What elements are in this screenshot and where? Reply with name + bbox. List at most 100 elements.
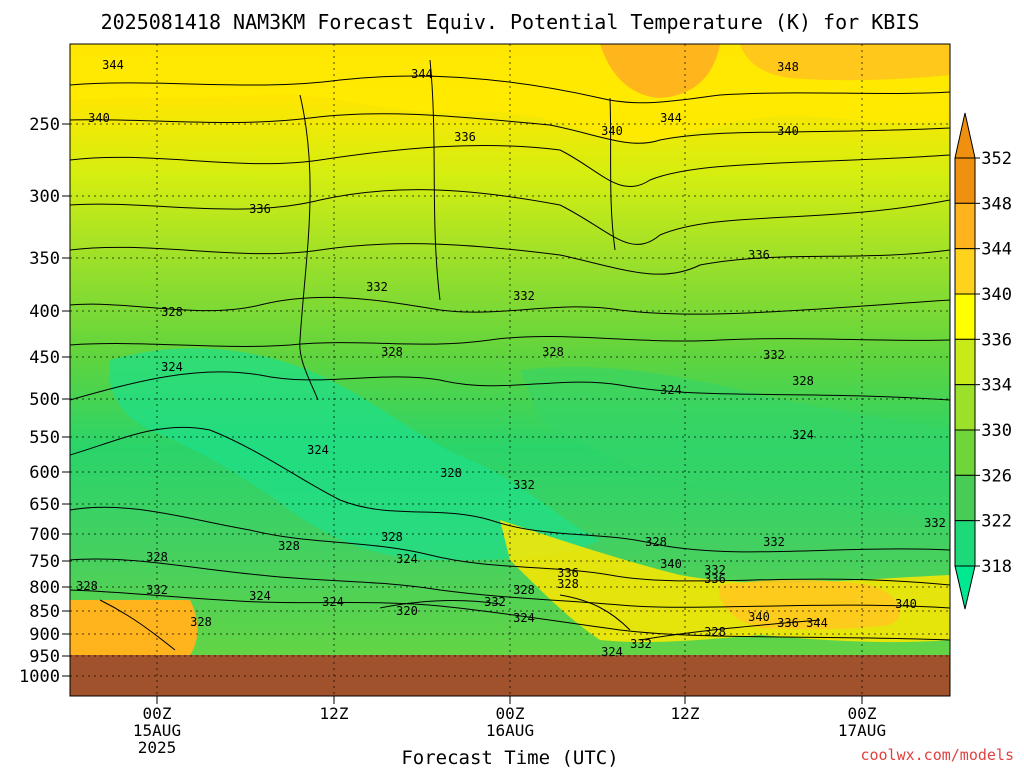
contour-value-label: 332: [513, 478, 535, 492]
y-tick-label: 850: [29, 602, 60, 622]
contour-value-label: 332: [366, 280, 388, 294]
y-tick-label: 950: [29, 647, 60, 667]
contour-value-label: 336: [704, 572, 726, 586]
contour-value-label: 328: [557, 577, 579, 591]
colorbar-segment: [954, 338, 976, 386]
contour-value-label: 332: [763, 535, 785, 549]
contour-value-label: 336: [454, 130, 476, 144]
colorbar-segment: [954, 384, 976, 431]
contour-value-label: 328: [146, 550, 168, 564]
contour-value-label: 324: [601, 645, 623, 659]
contour-value-label: 344: [660, 111, 682, 125]
contour-value-label: 336: [557, 566, 579, 580]
colorbar-segment: [954, 293, 976, 340]
contour-value-label: 340: [660, 557, 682, 571]
cool-pocket-mid: [109, 348, 601, 560]
contour-value-label: 340: [895, 597, 917, 611]
x-tick-label: 00Z: [496, 704, 525, 723]
colorbar-segment: [954, 202, 976, 250]
contour-value-label: 348: [777, 60, 799, 74]
y-tick-label: 350: [29, 249, 60, 269]
colorbar-label: 326: [981, 466, 1012, 486]
contour-value-label: 332: [704, 563, 726, 577]
contour-value-label: 328: [381, 530, 403, 544]
colorbar-label: 322: [981, 512, 1012, 532]
x-tick-label: 00Z: [848, 704, 877, 723]
contour-value-label: 340: [601, 124, 623, 138]
colorbar-label: 344: [981, 240, 1012, 260]
contour-value-label: 324: [792, 428, 814, 442]
contour-value-label: 328: [513, 583, 535, 597]
contour-value-label: 324: [513, 611, 535, 625]
y-tick-label: 650: [29, 495, 60, 515]
x-tick-label: 2025: [138, 738, 177, 757]
x-tick-label: 15AUG: [133, 721, 181, 740]
colorbar-segment: [954, 520, 976, 567]
y-axis: 250 300 350 400 450 500 550 600 650 700 750 800 850 9…: [19, 115, 70, 687]
colorbar-segment: [954, 157, 976, 204]
contour-value-label: 328: [381, 345, 403, 359]
x-tick-label: 00Z: [143, 704, 172, 723]
x-tick-label: 12Z: [320, 704, 349, 723]
credit-link[interactable]: coolwx.com/models: [860, 746, 1014, 764]
contour-value-label: 324: [660, 383, 682, 397]
contour-value-label: 332: [924, 516, 946, 530]
hot-pocket-top: [600, 44, 720, 98]
contour-value-label: 328: [645, 535, 667, 549]
cool-pocket-mid-right: [520, 366, 950, 520]
contour-value-label: 320: [396, 604, 418, 618]
contour-value-label: 328: [542, 345, 564, 359]
contour-value-label: 332: [146, 583, 168, 597]
contour-value-label: 332: [513, 289, 535, 303]
y-tick-label: 400: [29, 302, 60, 322]
colorbar-segment: [954, 429, 976, 476]
y-tick-label: 300: [29, 187, 60, 207]
contour-value-label: 328: [792, 374, 814, 388]
colorbar-label: 336: [981, 330, 1012, 350]
hot-pocket-top-right: [740, 44, 950, 81]
contour-value-label: 336: [777, 616, 799, 630]
x-tick-label: 17AUG: [838, 721, 886, 740]
contour-value-label: 328: [76, 579, 98, 593]
contour-value-label: 324: [307, 443, 329, 457]
contour-value-label: 328: [704, 625, 726, 639]
contour-value-label: 328: [278, 539, 300, 553]
contour-value-label: 344: [102, 58, 124, 72]
colorbar-bottom-arrow: [954, 565, 976, 610]
contour-value-label: 336: [249, 202, 271, 216]
colorbar-label: 318: [981, 557, 1012, 577]
contour-value-label: 324: [249, 589, 271, 603]
x-tick-label: 12Z: [671, 704, 700, 723]
x-tick-label: 16AUG: [486, 721, 534, 740]
contour-value-label: 340: [748, 610, 770, 624]
contour-value-label: 340: [88, 111, 110, 125]
contour-value-label: 328: [190, 615, 212, 629]
y-tick-label: 750: [29, 552, 60, 572]
contour-value-label: 332: [763, 348, 785, 362]
y-tick-label: 700: [29, 525, 60, 545]
y-tick-label: 450: [29, 348, 60, 368]
colorbar-label: 352: [981, 149, 1012, 169]
chart-title: 2025081418 NAM3KM Forecast Equiv. Potent…: [101, 10, 920, 34]
colorbar-top-arrow: [954, 112, 976, 159]
warm-pool-left: [70, 600, 198, 655]
colorbar-segment: [954, 248, 976, 295]
y-tick-label: 1000: [19, 667, 60, 687]
contour-value-label: 324: [396, 552, 418, 566]
contour-value-label: 324: [161, 360, 183, 374]
contour-value-label: 340: [777, 124, 799, 138]
y-tick-label: 550: [29, 428, 60, 448]
contour-value-label: 332: [630, 637, 652, 651]
contour-value-label: 328: [161, 305, 183, 319]
contour-lines: [70, 59, 950, 651]
colorbar-label: 330: [981, 421, 1012, 441]
contour-value-label: 336: [748, 248, 770, 262]
contour-value-label: 324: [322, 595, 344, 609]
colorbar-segment: [954, 474, 976, 522]
x-axis-label: Forecast Time (UTC): [401, 747, 618, 768]
contour-value-label: 344: [411, 67, 433, 81]
y-tick-label: 600: [29, 463, 60, 483]
contour-value-label: 332: [484, 595, 506, 609]
